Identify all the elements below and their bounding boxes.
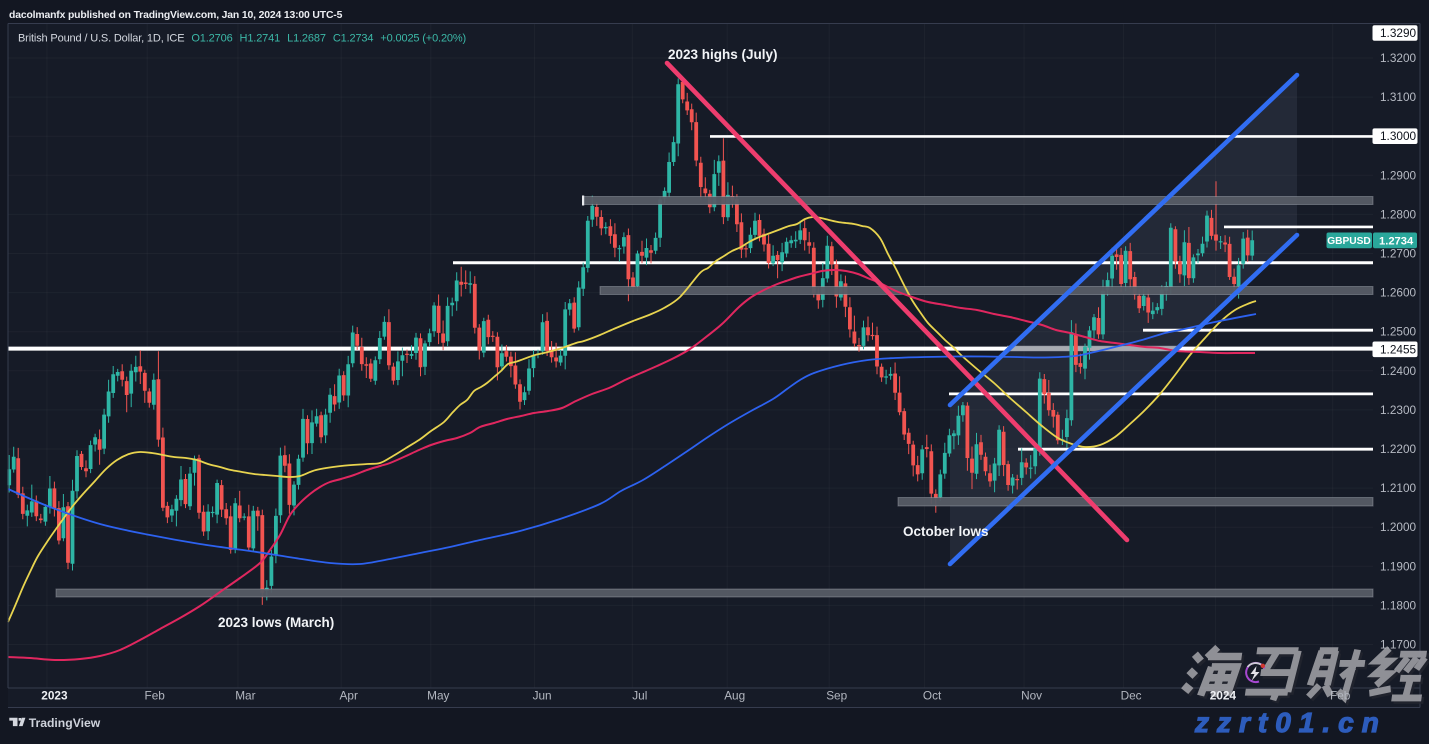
svg-text:1.2800: 1.2800 [1380,207,1417,221]
svg-text:1.3290: 1.3290 [1380,26,1417,40]
svg-text:1.2400: 1.2400 [1380,364,1417,378]
svg-text:dacolmanfx published on Tradin: dacolmanfx published on TradingView.com,… [9,10,343,21]
svg-text:1.1900: 1.1900 [1380,559,1417,573]
svg-text:1.2200: 1.2200 [1380,442,1417,456]
svg-text:1.2300: 1.2300 [1380,403,1417,417]
svg-text:Sep: Sep [826,689,847,703]
svg-text:1.1800: 1.1800 [1380,598,1417,612]
svg-text:Aug: Aug [724,689,745,703]
svg-text:1.3200: 1.3200 [1380,51,1417,65]
svg-text:Dec: Dec [1121,689,1142,703]
svg-text:GBPUSD: GBPUSD [1327,236,1371,247]
svg-text:Feb: Feb [1330,689,1351,703]
svg-text:2023 highs (July): 2023 highs (July) [668,47,778,62]
svg-text:1.2700: 1.2700 [1380,247,1417,261]
svg-text:1.2100: 1.2100 [1380,481,1417,495]
svg-text:Jul: Jul [632,689,647,703]
svg-text:1.1700: 1.1700 [1380,638,1417,652]
svg-text:1.2500: 1.2500 [1380,325,1417,339]
svg-text:Apr: Apr [340,689,358,703]
svg-text:2024: 2024 [1210,689,1237,703]
svg-text:1.2900: 1.2900 [1380,168,1417,182]
svg-text:October lows: October lows [903,524,989,539]
svg-text:1.2455: 1.2455 [1380,342,1417,356]
svg-text:2023 lows (March): 2023 lows (March) [218,615,334,630]
svg-text:Oct: Oct [923,689,942,703]
svg-text:May: May [427,689,449,703]
svg-text:2023: 2023 [41,689,68,703]
svg-text:Jun: Jun [533,689,552,703]
svg-text:1.2000: 1.2000 [1380,520,1417,534]
svg-text:1.3000: 1.3000 [1380,129,1417,143]
svg-text:zzrt01.cn: zzrt01.cn [1194,707,1387,738]
svg-text:British Pound / U.S. Dollar, 1: British Pound / U.S. Dollar, 1D, ICE O1.2… [18,33,466,45]
svg-text:1.2734: 1.2734 [1379,235,1414,247]
svg-text:1.2600: 1.2600 [1380,286,1417,300]
svg-text:1.3100: 1.3100 [1380,90,1417,104]
svg-text:TradingView: TradingView [29,716,101,730]
svg-text:Feb: Feb [145,689,166,703]
svg-text:Nov: Nov [1021,689,1042,703]
svg-text:Mar: Mar [235,689,255,703]
